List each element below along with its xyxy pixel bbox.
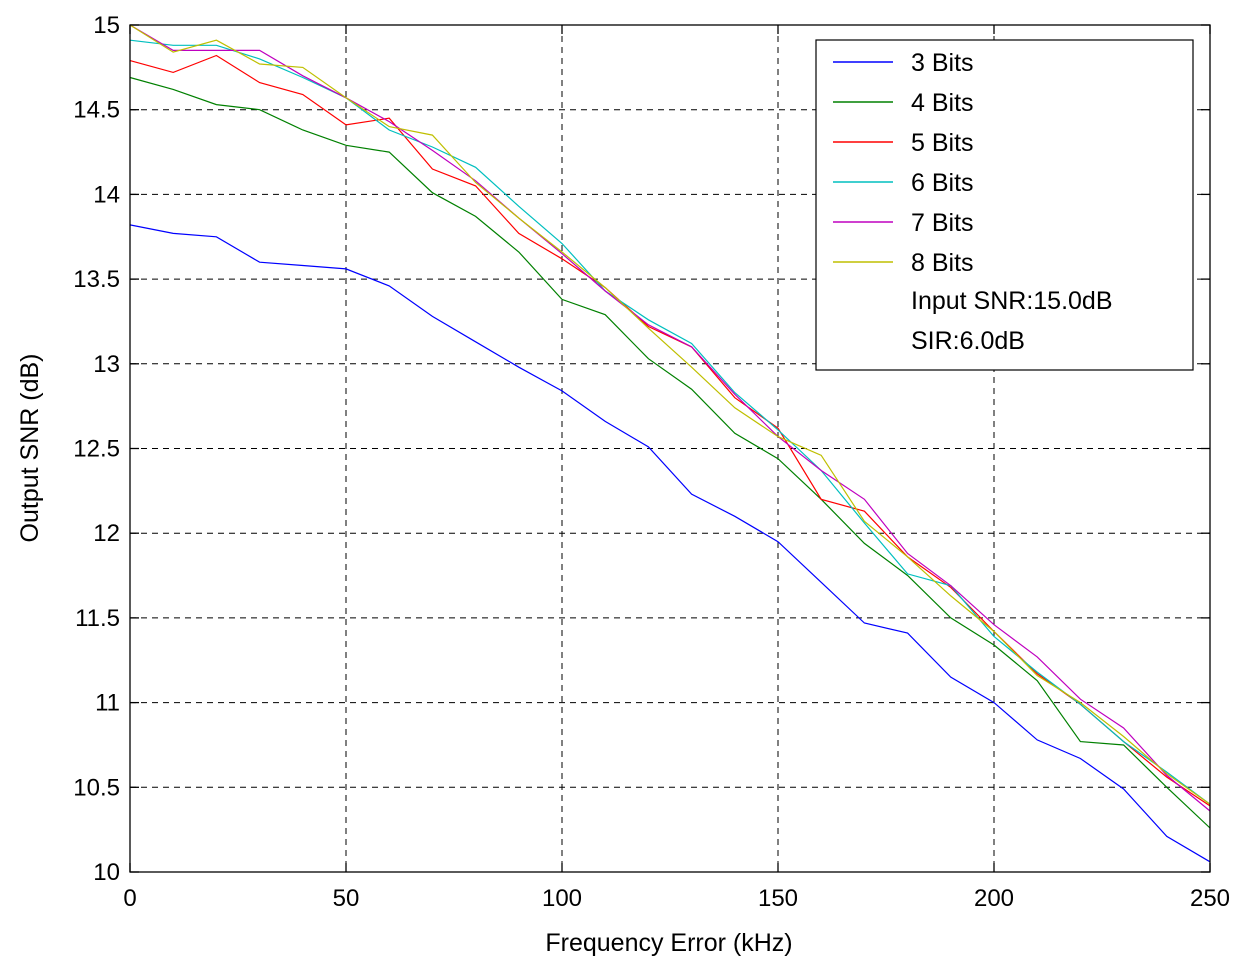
- y-tick-label: 11: [95, 690, 120, 717]
- grid-lines: [130, 25, 1210, 872]
- series-lines: [129, 24, 1211, 863]
- tick-labels: 0 50 100 150 200 250 10 10.5 11 11.5 12 12.5 13 13.5 1…: [73, 12, 1230, 912]
- x-tick-label: 250: [1190, 885, 1230, 912]
- series-line-3-bits: [129, 224, 1211, 863]
- legend-label-3-bits: 3 Bits: [911, 49, 974, 77]
- legend-annotation-sir: SIR:6.0dB: [911, 327, 1025, 355]
- y-tick-label: 14.5: [73, 97, 120, 124]
- y-tick-label: 12: [93, 520, 120, 547]
- y-tick-label: 10.5: [73, 774, 120, 801]
- x-tick-label: 0: [123, 885, 136, 912]
- y-tick-label: 13: [93, 351, 120, 378]
- y-tick-label: 12.5: [73, 436, 120, 463]
- y-tick-label: 11.5: [75, 605, 120, 632]
- y-axis-label: Output SNR (dB): [16, 354, 44, 543]
- x-tick-label: 50: [333, 885, 360, 912]
- series-line-8-bits: [129, 24, 1211, 805]
- legend: 3 Bits 4 Bits 5 Bits 6 Bits 7 Bits 8 Bits Inp…: [815, 39, 1194, 371]
- series-line-6-bits: [129, 39, 1211, 805]
- x-tick-label: 150: [758, 885, 798, 912]
- axis-ticks: [129, 24, 1211, 873]
- plot-frame: [129, 24, 1211, 873]
- legend-label-5-bits: 5 Bits: [911, 129, 974, 157]
- y-tick-label: 14: [93, 181, 120, 208]
- legend-annotation-input-snr: Input SNR:15.0dB: [911, 287, 1113, 315]
- series-line-4-bits: [129, 76, 1211, 829]
- x-tick-label: 200: [974, 885, 1014, 912]
- legend-label-8-bits: 8 Bits: [911, 249, 974, 277]
- x-tick-label: 100: [542, 885, 582, 912]
- legend-label-7-bits: 7 Bits: [911, 209, 974, 237]
- x-axis-label: Frequency Error (kHz): [545, 929, 792, 957]
- y-tick-label: 10: [93, 859, 120, 886]
- legend-box: [815, 39, 1194, 371]
- y-tick-label: 13.5: [73, 266, 120, 293]
- legend-label-6-bits: 6 Bits: [911, 169, 974, 197]
- y-tick-label: 15: [93, 12, 120, 39]
- series-line-7-bits: [129, 24, 1211, 812]
- legend-label-4-bits: 4 Bits: [911, 89, 974, 117]
